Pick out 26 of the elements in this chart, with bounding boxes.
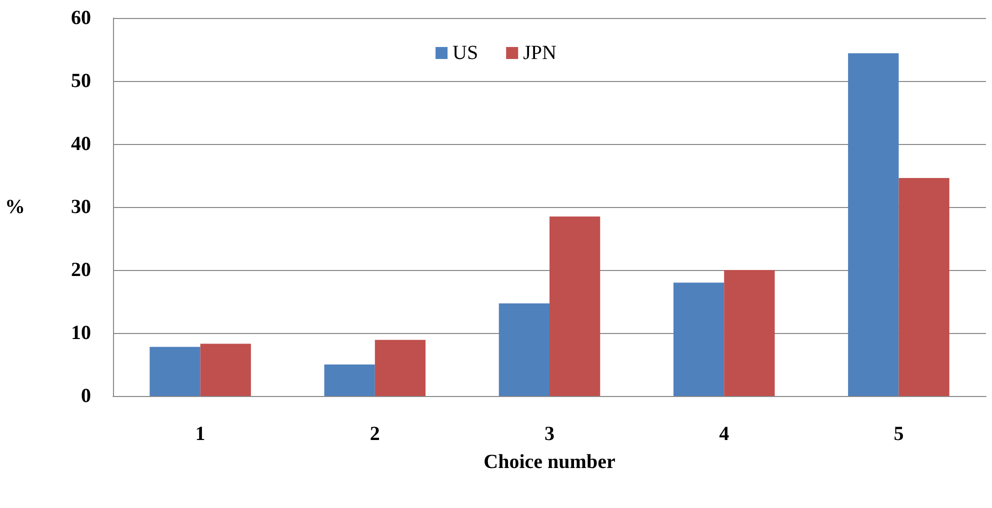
y-tick-label: 40 (71, 133, 91, 155)
x-tick-label: 2 (370, 423, 380, 445)
bar (200, 344, 251, 396)
bar (498, 303, 550, 396)
x-tick-label: 5 (894, 423, 904, 445)
bar (724, 270, 775, 396)
bar (673, 282, 724, 396)
y-tick-label: 20 (71, 259, 91, 281)
bar (374, 340, 426, 396)
x-tick-label: 1 (195, 423, 206, 445)
y-tick-label: 10 (71, 322, 91, 344)
bar (550, 216, 600, 396)
legend-label: US (452, 42, 478, 64)
x-tick-label: 3 (544, 423, 554, 445)
y-tick-label: 50 (71, 70, 91, 92)
x-axis-title: Choice number (484, 451, 616, 473)
bar (848, 53, 899, 396)
bar (898, 178, 950, 396)
x-tick-label: 4 (719, 423, 730, 445)
legend-label: JPN (523, 42, 556, 64)
y-axis-title: % (5, 196, 25, 218)
y-tick-label: 60 (71, 7, 91, 29)
bar (324, 364, 375, 396)
bar (150, 346, 200, 396)
y-tick-label: 30 (71, 196, 91, 218)
y-tick-label: 0 (81, 385, 91, 407)
